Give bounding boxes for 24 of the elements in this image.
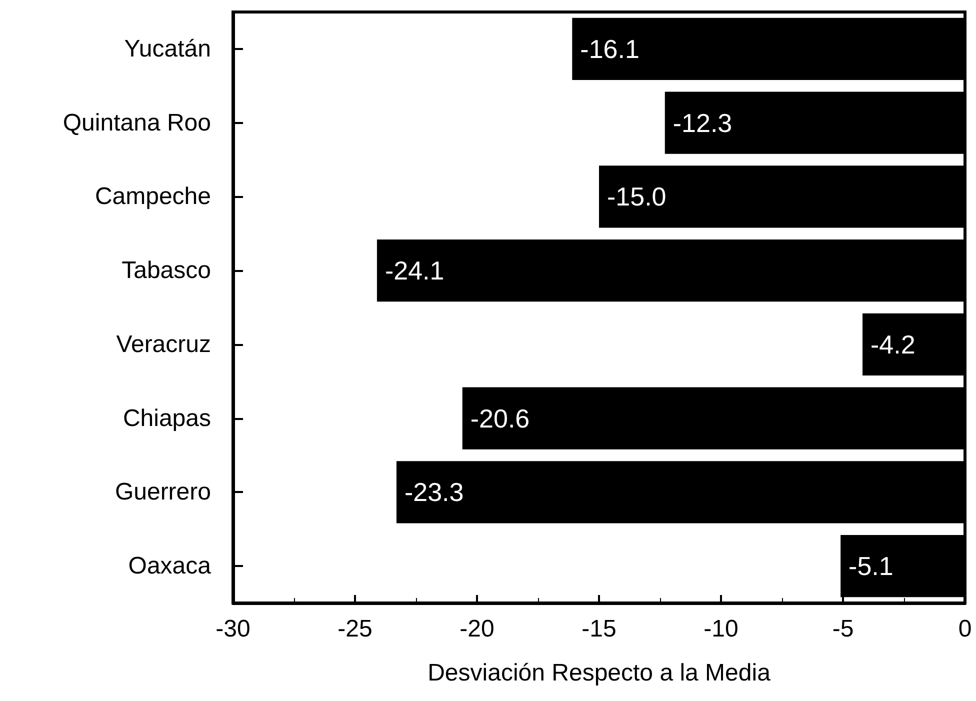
data-label: -24.1 [384, 256, 444, 286]
x-axis-title: Desviación Respecto a la Media [428, 660, 772, 686]
x-tick-label: -20 [460, 616, 494, 642]
y-tick-label: Campeche [94, 183, 211, 210]
x-tick-label: -10 [704, 616, 738, 642]
y-tick-label: Guerrero [114, 478, 211, 506]
data-label: -16.1 [580, 34, 640, 64]
x-tick-label: -25 [338, 616, 372, 642]
x-tick-label: -15 [582, 616, 616, 642]
data-label: -4.2 [870, 329, 916, 360]
y-tick-label: Chiapas [122, 404, 211, 432]
data-label: -5.1 [848, 551, 894, 582]
data-label: -15.0 [607, 182, 666, 212]
y-tick-label: Yucatán [124, 35, 211, 62]
x-tick-label: 0 [958, 616, 972, 642]
data-label: -23.3 [404, 477, 464, 508]
data-label: -12.3 [672, 108, 732, 138]
x-tick-label: -5 [832, 616, 854, 642]
y-tick-label: Veracruz [116, 330, 211, 358]
y-tick-label: Oaxaca [128, 552, 212, 580]
y-tick-label: Tabasco [122, 257, 211, 284]
y-tick-label: Quintana Roo [62, 109, 211, 136]
x-tick-label: -30 [216, 616, 250, 642]
data-label: -20.6 [470, 403, 530, 434]
